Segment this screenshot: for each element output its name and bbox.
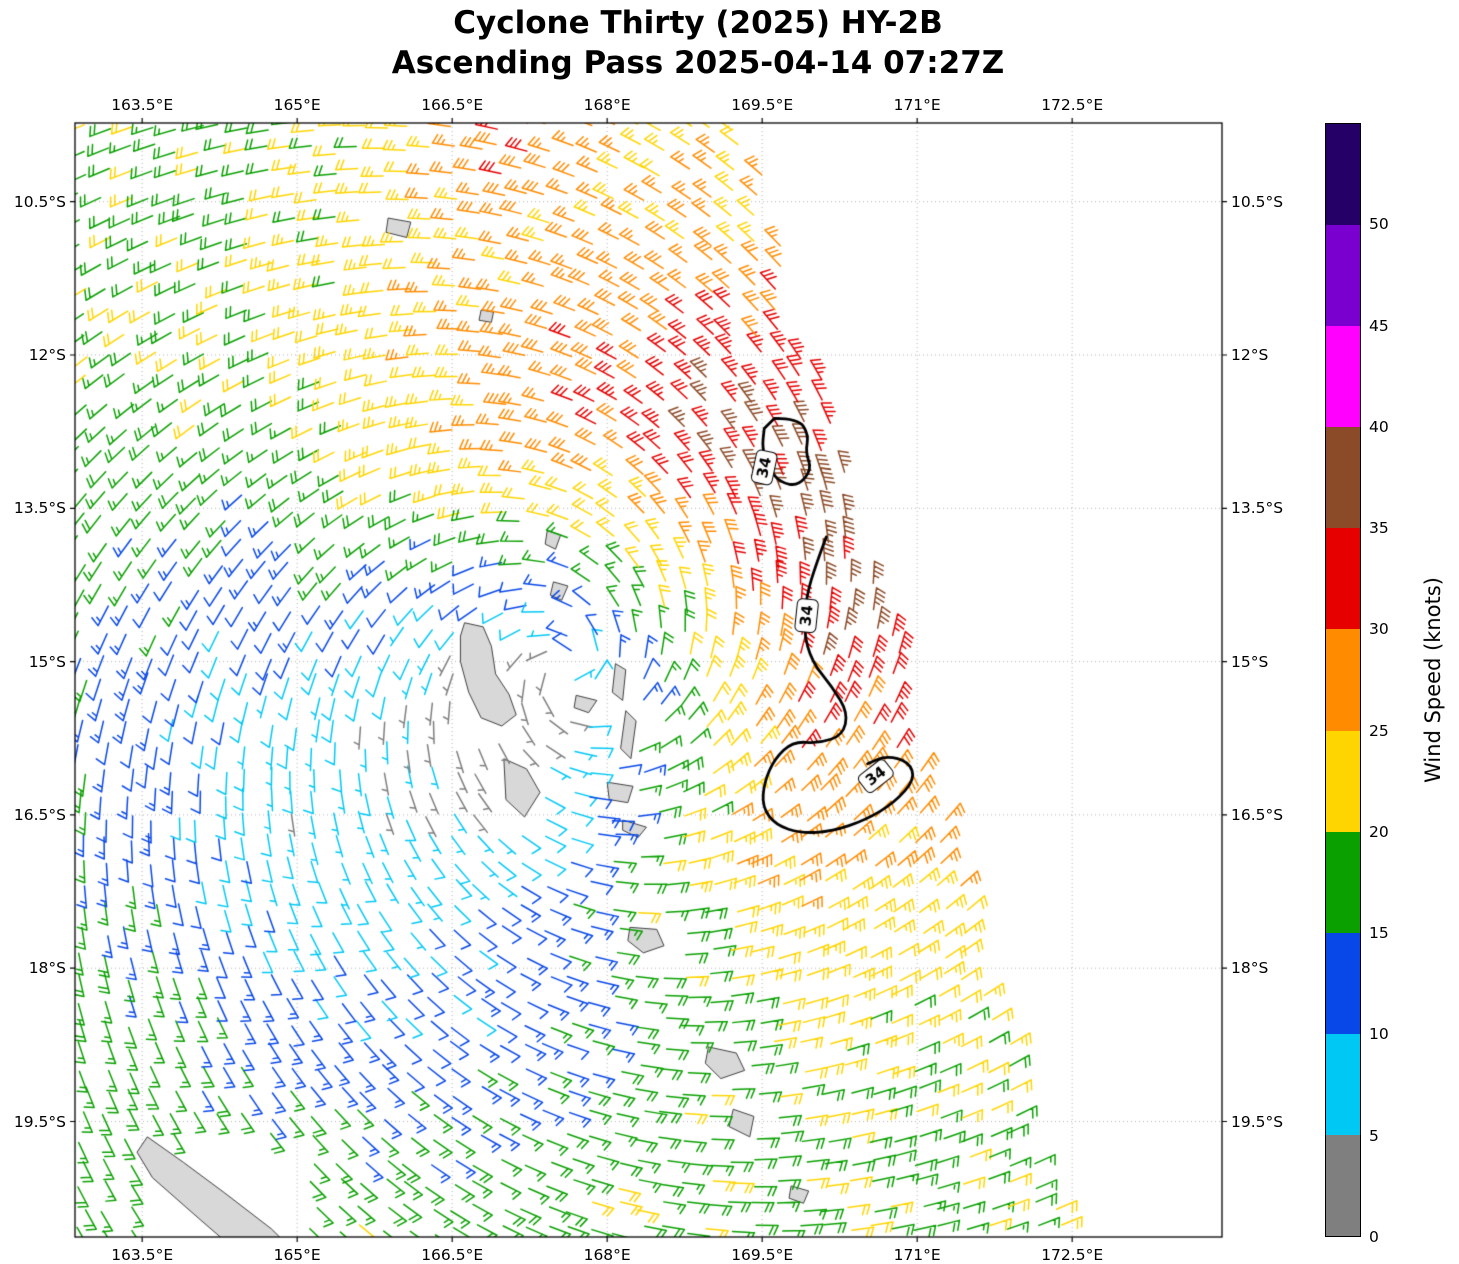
- x-axis-tick-bottom: 172.5°E: [1041, 1246, 1104, 1264]
- colorbar-tick: 0: [1369, 1228, 1379, 1246]
- colorbar-tick: 10: [1369, 1025, 1389, 1044]
- colorbar: [1325, 123, 1361, 1237]
- chart-subtitle: Ascending Pass 2025-04-14 07:27Z: [391, 44, 1005, 81]
- colorbar-segment: [1326, 528, 1360, 630]
- y-axis-tick-left: 13.5°S: [13, 499, 66, 518]
- x-axis-tick-top: 168°E: [583, 96, 631, 114]
- y-axis-tick-right: 15°S: [1231, 652, 1269, 671]
- y-axis-tick-left: 12°S: [28, 345, 66, 364]
- x-axis-tick-top: 166.5°E: [421, 96, 484, 114]
- colorbar-segment: [1326, 1134, 1360, 1237]
- colorbar-tick: 50: [1369, 215, 1389, 234]
- y-axis-tick-right: 13.5°S: [1231, 499, 1284, 518]
- colorbar-segment: [1326, 1033, 1360, 1135]
- colorbar-tick: 30: [1369, 620, 1389, 639]
- y-axis-tick-left: 18°S: [28, 959, 66, 978]
- y-axis-tick-right: 10.5°S: [1231, 192, 1284, 211]
- colorbar-tick: 40: [1369, 417, 1389, 436]
- x-axis-tick-bottom: 165°E: [273, 1246, 321, 1264]
- colorbar-segment: [1326, 326, 1360, 428]
- x-axis-tick-bottom: 163.5°E: [111, 1246, 174, 1264]
- x-axis-tick-top: 163.5°E: [111, 96, 174, 114]
- y-axis-tick-right: 12°S: [1231, 345, 1269, 364]
- colorbar-segment: [1326, 427, 1360, 529]
- y-axis-tick-left: 15°S: [28, 652, 66, 671]
- y-axis-tick-right: 18°S: [1231, 959, 1269, 978]
- x-axis-tick-bottom: 171°E: [893, 1246, 941, 1264]
- colorbar-segment: [1326, 932, 1360, 1034]
- colorbar-label: Wind Speed (knots): [1421, 577, 1445, 783]
- colorbar-segment: [1326, 225, 1360, 327]
- colorbar-segment: [1326, 831, 1360, 933]
- x-axis-tick-top: 169.5°E: [731, 96, 794, 114]
- x-axis-tick-top: 172.5°E: [1041, 96, 1104, 114]
- y-axis-tick-left: 19.5°S: [13, 1112, 66, 1131]
- colorbar-segment: [1326, 730, 1360, 832]
- y-axis-tick-left: 10.5°S: [13, 192, 66, 211]
- colorbar-segment: [1326, 629, 1360, 731]
- colorbar-tick: 20: [1369, 822, 1389, 841]
- x-axis-tick-top: 171°E: [893, 96, 941, 114]
- x-axis-tick-bottom: 169.5°E: [731, 1246, 794, 1264]
- colorbar-tick: 45: [1369, 316, 1389, 335]
- colorbar-segment: [1326, 124, 1360, 226]
- colorbar-tick: 35: [1369, 519, 1389, 538]
- chart-title: Cyclone Thirty (2025) HY-2B: [453, 5, 943, 41]
- y-axis-tick-right: 19.5°S: [1231, 1112, 1284, 1131]
- colorbar-tick: 15: [1369, 924, 1389, 943]
- title-block: Cyclone Thirty (2025) HY-2B Ascending Pa…: [0, 4, 1396, 83]
- x-axis-tick-bottom: 168°E: [583, 1246, 631, 1264]
- y-axis-tick-left: 16.5°S: [13, 805, 66, 824]
- y-axis-tick-right: 16.5°S: [1231, 805, 1284, 824]
- colorbar-tick: 25: [1369, 721, 1389, 740]
- x-axis-tick-top: 165°E: [273, 96, 321, 114]
- x-axis-tick-bottom: 166.5°E: [421, 1246, 484, 1264]
- colorbar-tick: 5: [1369, 1126, 1379, 1145]
